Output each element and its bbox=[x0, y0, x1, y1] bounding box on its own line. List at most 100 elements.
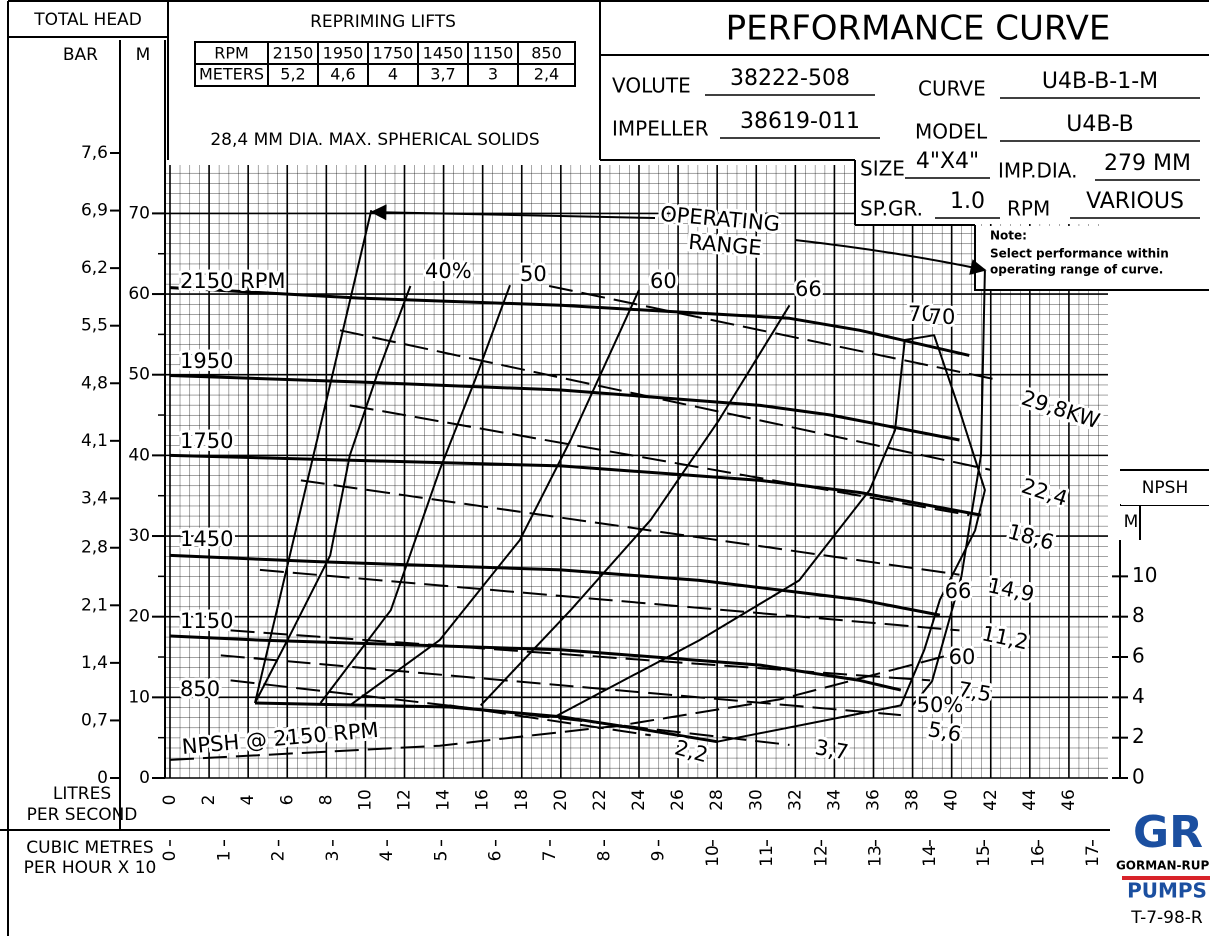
curve bbox=[259, 568, 960, 632]
spec-value: 279 MM bbox=[1104, 151, 1191, 176]
bar-tick-label: 7,6 bbox=[81, 143, 108, 163]
x2-axis-title: CUBIC METRES bbox=[26, 838, 153, 858]
note-title: Note: bbox=[990, 229, 1027, 243]
spec-value: 1.0 bbox=[950, 189, 985, 214]
x2-tick-label: 14 bbox=[920, 845, 940, 867]
x-tick-label: 34 bbox=[824, 789, 844, 811]
note-line: Select performance within bbox=[990, 247, 1169, 261]
bar-tick-label: 2,1 bbox=[81, 595, 108, 615]
table-cell: 3,7 bbox=[430, 65, 455, 84]
x-tick-label: 44 bbox=[1020, 789, 1040, 811]
curve bbox=[554, 334, 986, 743]
x-tick-label: 30 bbox=[746, 789, 766, 811]
annotation: 50% bbox=[917, 693, 964, 717]
y-tick-label: 60 bbox=[128, 284, 150, 304]
x-tick-label: 40 bbox=[942, 789, 962, 811]
bar-tick-label: 4,8 bbox=[81, 373, 108, 393]
x2-tick-label: 15 bbox=[974, 845, 994, 867]
x-tick-label: 26 bbox=[668, 789, 688, 811]
curve-label: 70 bbox=[908, 302, 935, 326]
curve bbox=[169, 374, 960, 442]
x2-tick-label: 11 bbox=[757, 845, 777, 867]
x2-tick-label: 1 bbox=[214, 851, 234, 862]
curve bbox=[169, 634, 902, 692]
curve-label: 1450 bbox=[180, 527, 233, 551]
logo-bar bbox=[1122, 876, 1210, 880]
spec-panel bbox=[856, 161, 1209, 224]
y-tick-label: 0 bbox=[139, 768, 150, 788]
curve bbox=[349, 404, 970, 517]
curve bbox=[254, 285, 412, 704]
curve-label: 60 bbox=[650, 269, 677, 293]
curve bbox=[169, 553, 941, 617]
x2-tick-label: 9 bbox=[649, 851, 669, 862]
spec-value: U4B-B bbox=[1066, 112, 1133, 137]
spec-label: SIZE bbox=[860, 157, 905, 181]
x2-tick-label: 7 bbox=[540, 851, 560, 862]
logo-pumps: PUMPS bbox=[1127, 879, 1207, 903]
table-cell: 2150 bbox=[273, 44, 314, 63]
curve-label: 1150 bbox=[180, 609, 233, 633]
spec-label: IMP.DIA. bbox=[998, 159, 1077, 183]
y-tick-label: 30 bbox=[128, 526, 150, 546]
bar-tick-label: 1,4 bbox=[81, 653, 108, 673]
npsh-header bbox=[1121, 471, 1209, 505]
curve bbox=[254, 209, 373, 704]
table-cell: RPM bbox=[214, 44, 249, 63]
x-tick-label: 32 bbox=[785, 789, 805, 811]
y2-axis-unit: M bbox=[1124, 512, 1139, 532]
x2-tick-label: 0 bbox=[160, 851, 180, 862]
x-tick-label: 18 bbox=[512, 789, 532, 811]
table-cell: 1750 bbox=[373, 44, 414, 63]
x2-tick-label: 6 bbox=[486, 851, 506, 862]
repriming-title: REPRIMING LIFTS bbox=[310, 12, 456, 32]
table-cell: 4,6 bbox=[330, 65, 355, 84]
spec-label: SP.GR. bbox=[860, 197, 923, 221]
x2-tick-label: 17 bbox=[1083, 845, 1103, 867]
curve-label: 850 bbox=[180, 677, 220, 701]
table-cell: 2,4 bbox=[534, 65, 559, 84]
curve bbox=[300, 479, 960, 576]
spec-value: 38222-508 bbox=[730, 66, 850, 91]
x-tick-label: 16 bbox=[473, 789, 493, 811]
y2-tick-label: 8 bbox=[1132, 603, 1145, 627]
range-arrow bbox=[370, 204, 656, 221]
curve-label: 50 bbox=[520, 262, 547, 286]
npsh-curve bbox=[169, 654, 950, 761]
curve bbox=[548, 285, 1001, 382]
x-tick-label: 8 bbox=[316, 795, 336, 806]
bar-tick-label: 5,5 bbox=[81, 316, 108, 336]
x2-tick-label: 13 bbox=[866, 845, 886, 867]
y2-tick-label: 2 bbox=[1132, 724, 1145, 748]
spec-label: CURVE bbox=[918, 77, 986, 101]
curve bbox=[911, 270, 986, 707]
x-tick-label: 10 bbox=[355, 789, 375, 811]
y2-tick-label: 0 bbox=[1132, 765, 1145, 789]
spec-label: IMPELLER bbox=[612, 117, 709, 141]
y-tick-label: 50 bbox=[128, 365, 150, 385]
x-tick-label: 20 bbox=[551, 789, 571, 811]
y-tick-label: 10 bbox=[128, 687, 150, 707]
spec-label: MODEL bbox=[915, 120, 988, 144]
table-cell: 1150 bbox=[473, 44, 514, 63]
x-tick-label: 36 bbox=[864, 789, 884, 811]
table-cell: 1950 bbox=[323, 44, 364, 63]
x-axis-title: PER SECOND bbox=[27, 805, 138, 825]
spec-value: VARIOUS bbox=[1086, 189, 1184, 214]
spec-value: U4B-B-1-M bbox=[1042, 69, 1158, 94]
curve bbox=[169, 286, 970, 357]
x2-tick-label: 10 bbox=[703, 845, 723, 867]
annotation: 66 bbox=[945, 579, 972, 603]
x2-tick-label: 12 bbox=[811, 845, 831, 867]
x-tick-label: 24 bbox=[629, 789, 649, 811]
curve-label: 66 bbox=[795, 277, 822, 301]
curve bbox=[230, 629, 931, 682]
note-panel bbox=[976, 226, 1209, 289]
curve-label: 1950 bbox=[180, 349, 233, 373]
curve bbox=[230, 679, 790, 746]
spec-value: 38619-011 bbox=[740, 109, 860, 134]
x-tick-label: 22 bbox=[590, 789, 610, 811]
curve bbox=[479, 304, 791, 707]
spec-label: RPM bbox=[1007, 197, 1050, 221]
